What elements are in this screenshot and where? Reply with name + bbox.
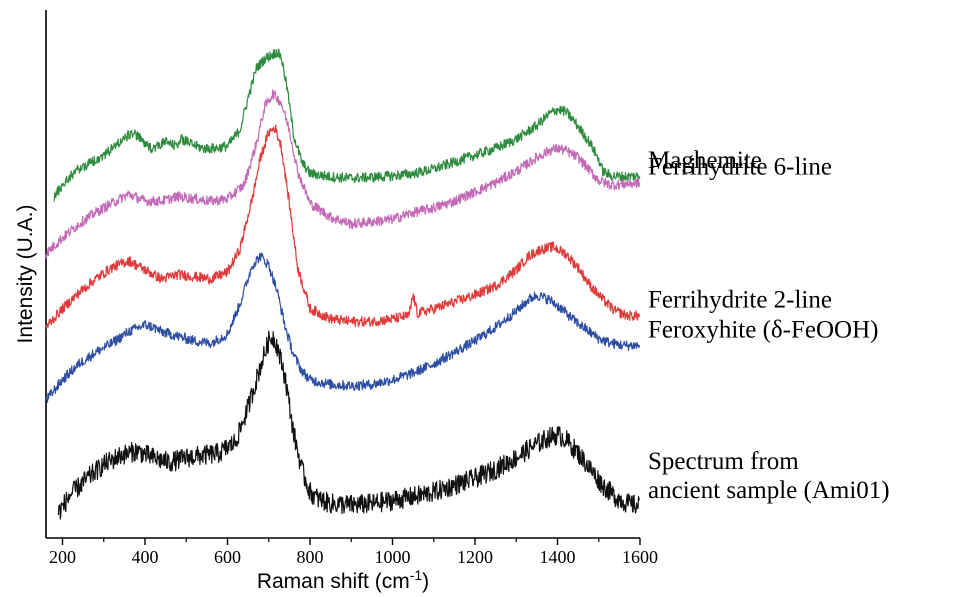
x-tick-label-400: 400 xyxy=(132,547,159,567)
series-maghemite xyxy=(53,48,641,202)
series-label-spectrum-from-ancient-sample-ami01-2: ancient sample (Ami01) xyxy=(648,477,890,504)
y-axis-title: Intensity (U.A.) xyxy=(14,205,37,344)
x-tick-label-1000: 1000 xyxy=(375,547,411,567)
series-group xyxy=(45,48,641,520)
x-tick-label-1600: 1600 xyxy=(622,547,658,567)
series-ferrihydrite-2-line xyxy=(45,124,641,329)
series-label-spectrum-from-ancient-sample-ami01-1: Spectrum from xyxy=(648,448,799,475)
series-spectrum-from-ancient-sample-ami01 xyxy=(57,330,641,520)
x-tick-label-1400: 1400 xyxy=(540,547,576,567)
x-tick-label-1200: 1200 xyxy=(457,547,493,567)
x-tick-label-600: 600 xyxy=(214,547,241,567)
series-label-feroxyhite-feooh: Feroxyhite (δ-FeOOH) xyxy=(648,316,878,343)
x-axis-title: Raman shift (cm-1) xyxy=(257,567,429,593)
series-label-ferrihydrite-6-line: Ferrihydrite 6-line xyxy=(648,154,832,181)
series-feroxyhite-feooh xyxy=(45,252,641,403)
x-tick-label-200: 200 xyxy=(49,547,76,567)
series-ferrihydrite-6-line xyxy=(45,89,641,259)
x-tick-label-800: 800 xyxy=(297,547,324,567)
x-ticks: 200 400 600 800 1000 1200 1400 1600 xyxy=(49,538,658,567)
series-label-ferrihydrite-2-line: Ferrihydrite 2-line xyxy=(648,287,832,314)
series-label-maghemite: Maghemite xyxy=(648,147,762,174)
